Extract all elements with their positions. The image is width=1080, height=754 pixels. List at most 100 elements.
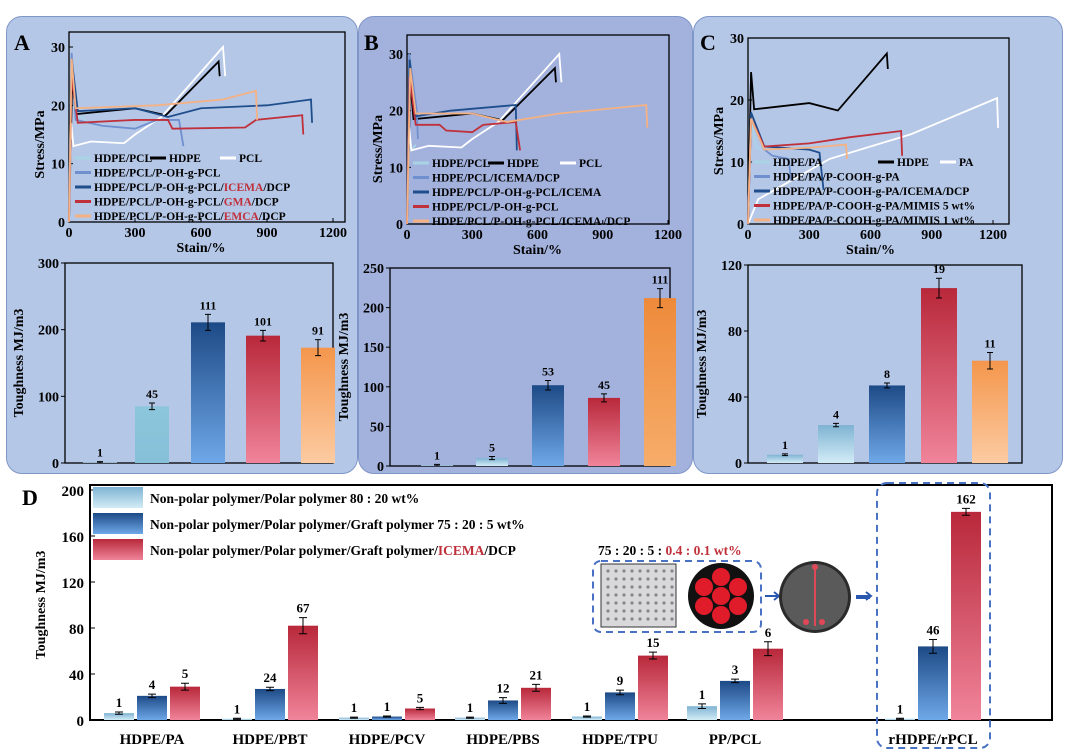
bar-value-label: 3: [732, 662, 739, 677]
bar-value-label: 67: [297, 601, 311, 616]
plot-frame: [68, 31, 346, 223]
error-bar: [315, 339, 321, 357]
plate-hole: [646, 593, 650, 597]
legend-label: PA: [959, 157, 974, 169]
bar: [753, 648, 783, 720]
specimen-piece: [803, 619, 809, 625]
bar: [767, 454, 803, 463]
x-axis-label: Stain/%: [176, 241, 225, 256]
plate-hole: [606, 593, 610, 597]
error-bar: [601, 393, 607, 403]
bar-value-label: 111: [200, 298, 217, 312]
plate-hole: [622, 609, 626, 613]
legend-label: HDPE/PCL: [94, 153, 152, 165]
x-tick-label: 600: [860, 228, 881, 243]
error-bar: [929, 639, 937, 654]
error-bar: [115, 711, 123, 715]
category-label: HDPE/PA: [120, 732, 185, 748]
arrow-icon: [856, 591, 873, 601]
bar: [288, 625, 318, 720]
y-tick-label: 0: [58, 216, 65, 231]
x-tick-label: 0: [404, 228, 411, 243]
bar-value-label: 1: [699, 687, 706, 702]
plate-hole: [662, 593, 666, 597]
error-bar: [731, 678, 739, 684]
plate-hole: [606, 609, 610, 613]
y-tick-label: 150: [363, 341, 384, 356]
plate-hole: [654, 609, 658, 613]
error-bar: [466, 716, 474, 719]
legend-label: Non-polar polymer/Polar polymer/Graft po…: [150, 543, 516, 558]
plate-hole: [622, 569, 626, 573]
error-bar: [649, 651, 657, 660]
bar: [638, 655, 668, 720]
error-bar: [233, 717, 241, 720]
plate-hole: [630, 593, 634, 597]
y-tick-label: 20: [51, 99, 65, 114]
label-part: /DCP: [262, 182, 290, 194]
bar-value-label: 1: [116, 695, 123, 710]
series-line: [68, 44, 227, 223]
bar-value-label: 5: [417, 690, 424, 705]
bar: [104, 713, 134, 720]
label-highlight: EMCA: [224, 211, 260, 223]
plate-hole: [630, 617, 634, 621]
plate-hole: [662, 569, 666, 573]
bar: [455, 717, 485, 720]
x-tick-label: 900: [592, 228, 613, 243]
y-tick-label: 100: [363, 381, 384, 396]
bar: [869, 385, 905, 463]
error-bar: [434, 463, 440, 467]
plate-hole: [662, 617, 666, 621]
category-label: HDPE/PCV: [349, 732, 426, 748]
plate-hole: [654, 585, 658, 589]
series-line: [747, 96, 1000, 225]
legend-label: HDPE/PCL/P-OH-g-PCL: [432, 202, 559, 214]
bar: [818, 425, 854, 463]
plot-frame: [389, 267, 671, 467]
x-tick-label: 300: [799, 228, 820, 243]
legend-label: HDPE/PCL/P-OH-g-PCL/ICEMA/DCP: [94, 182, 290, 194]
x-tick-label: 300: [125, 226, 146, 241]
plate-hole: [606, 617, 610, 621]
x-axis-label: Stain/%: [513, 243, 562, 258]
panel-letter-c: C: [700, 30, 716, 55]
error-bar: [97, 461, 103, 464]
ratio-annotation: 75 : 20 : 5 : 0.4 : 0.1 wt%: [598, 543, 742, 558]
bar: [137, 695, 167, 720]
x-tick-label: 1200: [319, 226, 347, 241]
plot-frame: [747, 37, 1010, 225]
bar: [255, 688, 285, 720]
bar-value-label: 1: [97, 446, 103, 460]
bar-value-label: 1: [434, 448, 440, 462]
error-bar: [149, 402, 155, 411]
x-tick-label: 0: [745, 228, 752, 243]
plate-hole: [646, 617, 650, 621]
error-bar: [987, 351, 993, 370]
plate-hole: [662, 577, 666, 581]
plate-hole: [646, 585, 650, 589]
plate-hole: [630, 577, 634, 581]
bar: [921, 288, 957, 463]
label-highlight: ICEMA: [438, 543, 485, 558]
legend-label: HDPE/PA/P-COOH-g-PA/MIMIS 5 wt%: [773, 201, 975, 213]
y-tick-label: 0: [735, 457, 742, 472]
plate-hole: [614, 617, 618, 621]
legend-label: HDPE/PCL/P-OH-g-PCL/ICEMA: [432, 187, 602, 199]
plate-hole: [670, 577, 674, 581]
bar-value-label: 21: [530, 667, 543, 682]
y-tick-label: 30: [389, 48, 403, 63]
plate-hole: [630, 609, 634, 613]
y-tick-label: 20: [730, 94, 744, 109]
bar-value-label: 101: [254, 314, 272, 328]
bar: [605, 692, 635, 720]
y-tick-label: 300: [38, 257, 59, 272]
bar: [532, 385, 564, 466]
y-axis-label: Stress/MPa: [33, 110, 48, 178]
error-bar: [148, 693, 156, 699]
error-bar: [764, 641, 772, 657]
bar: [170, 686, 200, 720]
x-tick-label: 600: [527, 228, 548, 243]
legend-label: HDPE/PA: [773, 157, 823, 169]
inset-box: [592, 560, 762, 633]
